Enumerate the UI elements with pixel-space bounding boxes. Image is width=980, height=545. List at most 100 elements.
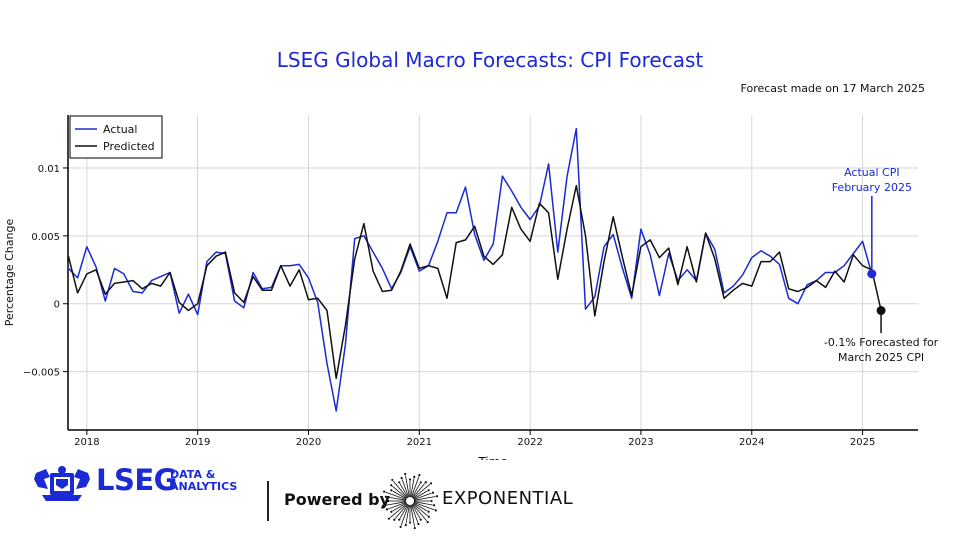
burst-dot <box>391 478 394 482</box>
forecast-date-note: Forecast made on 17 March 2025 <box>740 82 925 95</box>
burst-dot <box>430 499 433 503</box>
burst-ray <box>389 503 408 519</box>
burst-dot <box>384 495 387 498</box>
burst-ray <box>392 490 407 500</box>
burst-dot <box>424 481 427 484</box>
footer: LSEG DATA & ANALYTICS Powered by EXPONEN… <box>0 455 980 545</box>
legend: Actual Predicted <box>69 115 163 159</box>
annotation-actual-marker <box>867 269 877 279</box>
burst-ray <box>384 501 407 506</box>
y-tick-label: 0.01 <box>38 164 60 175</box>
burst-dot <box>399 525 402 528</box>
chart-title: LSEG Global Macro Forecasts: CPI Forecas… <box>276 48 704 72</box>
burst-ray <box>392 502 407 512</box>
burst-dot <box>383 490 386 493</box>
burst-dot <box>382 504 385 507</box>
lseg-brand: LSEG <box>96 463 177 497</box>
footer-divider <box>267 481 269 521</box>
x-tick-label: 2020 <box>296 437 321 448</box>
cpi-line-chart: 2018 2019 2020 2021 2022 2023 2024 2025 0.01 0.00… <box>3 115 939 460</box>
legend-label: Predicted <box>103 140 155 153</box>
burst-ray <box>412 483 431 499</box>
burst-dot <box>404 473 407 476</box>
annotation-actual-text: Actual CPI <box>844 166 900 179</box>
burst-ray <box>410 504 419 523</box>
x-tick-label: 2019 <box>185 437 210 448</box>
lseg-brand-sub: DATA & ANALYTICS <box>170 469 237 493</box>
burst-ray <box>413 501 433 506</box>
burst-ray <box>385 491 407 501</box>
burst-dot <box>387 499 390 503</box>
x-tick-label: 2024 <box>739 437 764 448</box>
burst-ray <box>411 504 421 519</box>
burst-dot <box>413 526 416 529</box>
burst-ray <box>412 483 426 499</box>
burst-dot <box>404 524 407 527</box>
burst-dot <box>390 510 393 513</box>
powered-by-label: Powered by <box>284 490 390 509</box>
burst-dot <box>426 520 429 524</box>
burst-dot <box>427 515 430 518</box>
burst-dot <box>408 478 412 481</box>
burst-ray <box>413 492 432 501</box>
burst-ray <box>387 496 407 501</box>
burst-ray <box>388 501 407 510</box>
burst-dot <box>400 476 403 480</box>
legend-label: Actual <box>103 123 137 136</box>
x-tick-label: 2025 <box>850 437 875 448</box>
burst-ray <box>392 480 408 499</box>
burst-dot <box>427 510 430 513</box>
burst-ray <box>410 478 415 498</box>
burst-dot <box>427 489 430 492</box>
annotation-forecast-text: -0.1% Forecasted for <box>824 336 939 349</box>
x-tick-label: 2018 <box>74 437 99 448</box>
burst-ray <box>401 479 410 498</box>
burst-dot <box>385 508 389 511</box>
burst-dot <box>398 481 401 484</box>
burst-dot <box>418 474 421 477</box>
exponential-burst-icon <box>382 473 438 529</box>
lseg-sub-line2: ANALYTICS <box>170 480 238 493</box>
burst-dot <box>408 521 412 524</box>
series-line-predicted <box>67 184 882 380</box>
burst-ray <box>411 483 421 498</box>
exponential-brand: EXPONENTIAL <box>442 488 574 509</box>
x-tick-label: 2023 <box>628 437 653 448</box>
burst-dot <box>419 518 422 521</box>
lseg-crest-icon <box>34 466 90 501</box>
burst-dot <box>390 484 393 487</box>
burst-ray <box>392 485 408 499</box>
burst-ray <box>405 504 410 524</box>
y-tick-label: −0.005 <box>23 368 60 379</box>
annotation-actual-text: February 2025 <box>832 181 912 194</box>
series-line-actual <box>67 127 873 412</box>
burst-ray <box>412 503 428 517</box>
burst-ray <box>394 503 408 519</box>
lseg-sub-line1: DATA & <box>170 468 216 481</box>
burst-dot <box>413 475 416 478</box>
burst-dot <box>387 517 391 520</box>
burst-ray <box>413 501 435 511</box>
burst-dot <box>435 495 438 498</box>
annotation-forecast-text: March 2025 CPI <box>838 351 924 364</box>
burst-ray <box>410 504 415 527</box>
burst-ray <box>413 502 428 512</box>
annotation-forecast-marker <box>876 306 886 316</box>
burst-dot <box>429 482 433 485</box>
x-tick-label: 2022 <box>517 437 542 448</box>
burst-dot <box>419 481 422 484</box>
burst-dot <box>393 518 396 521</box>
legend-box <box>69 115 163 159</box>
y-tick-label: 0.005 <box>31 232 60 243</box>
burst-ray <box>399 504 409 519</box>
burst-dot <box>434 509 437 512</box>
burst-ray <box>413 496 436 501</box>
burst-ray <box>405 475 410 498</box>
burst-ray <box>399 483 409 498</box>
y-tick-label: 0 <box>54 300 60 311</box>
burst-dot <box>433 504 436 507</box>
burst-ray <box>412 503 428 522</box>
burst-dot <box>431 491 435 494</box>
burst-ray <box>413 490 428 500</box>
x-axis-title: Time <box>477 455 507 460</box>
